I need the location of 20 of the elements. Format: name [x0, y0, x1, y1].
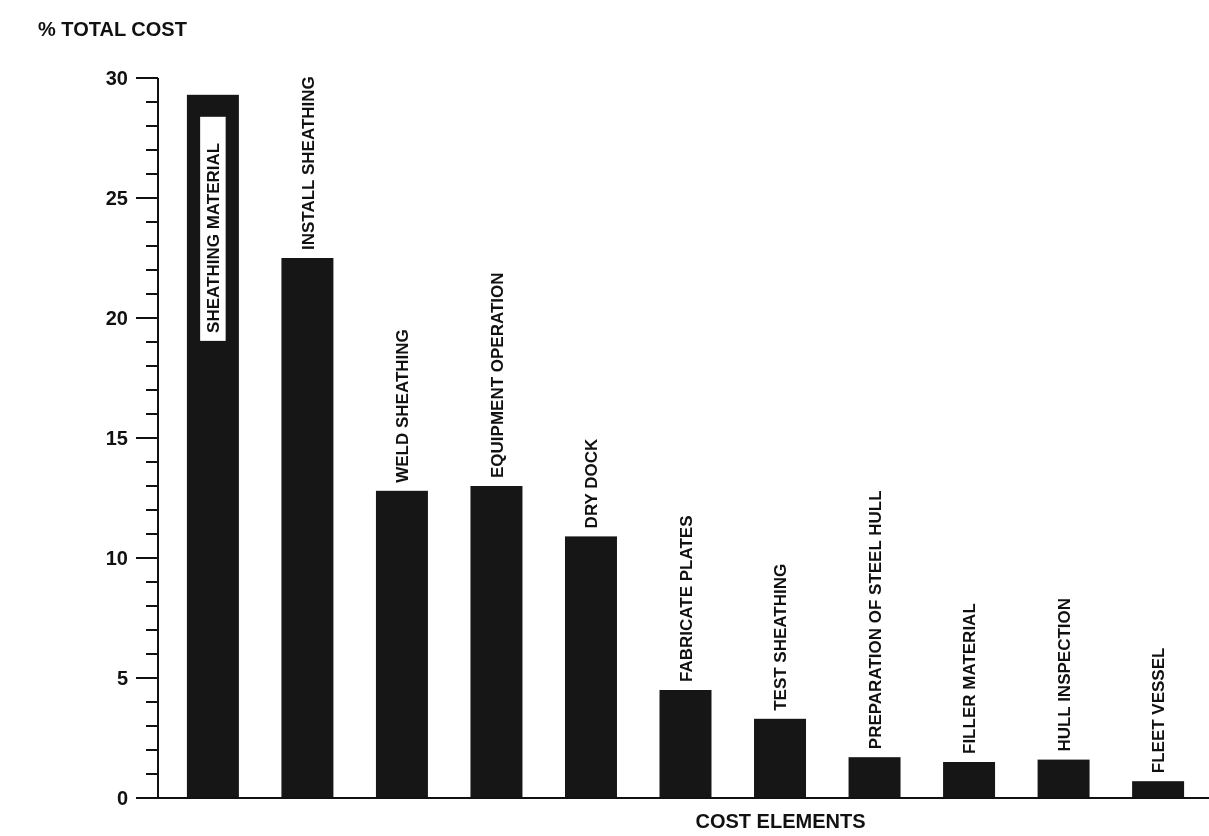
x-tick-label: WELD SHEATHING [393, 329, 413, 483]
x-tick-label: PREPARATION OF STEEL HULL [865, 490, 885, 750]
x-tick-label: FILLER MATERIAL [960, 603, 980, 754]
y-tick-label: 30 [105, 67, 128, 89]
y-tick-label: 5 [116, 667, 128, 689]
x-tick-label: INSTALL SHEATHING [298, 76, 318, 250]
x-axis-title: COST ELEMENTS [695, 810, 866, 832]
y-axis-title: % TOTAL COST [38, 18, 187, 40]
x-tick-label: TEST SHEATHING [771, 563, 791, 711]
x-tick-label: DRY DOCK [582, 437, 602, 529]
y-tick-label: 20 [105, 307, 128, 329]
y-tick-label: 10 [105, 547, 128, 569]
y-tick-label: 25 [105, 187, 128, 209]
x-tick-label: EQUIPMENT OPERATION [487, 272, 507, 478]
x-tick-label: FLEET VESSEL [1149, 647, 1169, 774]
y-tick-label: 15 [105, 427, 128, 449]
x-tick-label: FABRICATE PLATES [676, 515, 696, 682]
y-tick-label: 0 [116, 787, 128, 809]
x-tick-label: HULL INSPECTION [1054, 597, 1074, 752]
x-tick-label: SHEATHING MATERIAL [204, 142, 224, 333]
